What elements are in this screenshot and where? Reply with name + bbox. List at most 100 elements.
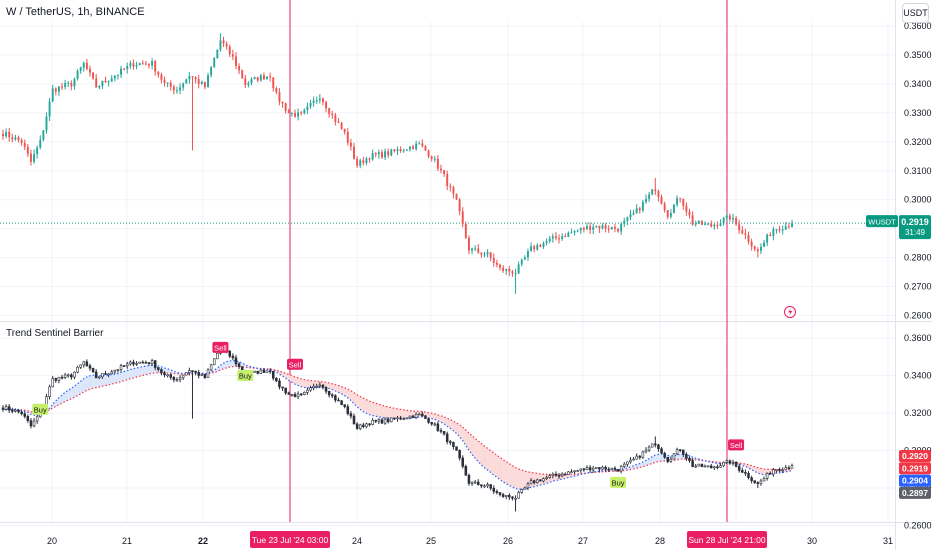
candle-body <box>188 76 190 79</box>
candle-body <box>170 83 172 87</box>
candle-body <box>328 108 330 114</box>
candle-body <box>387 151 389 155</box>
candle-body <box>362 160 364 163</box>
sell-signal: Sell <box>212 342 228 353</box>
candle-body <box>198 79 200 84</box>
candle-body <box>667 210 669 217</box>
candle-body <box>456 194 458 200</box>
ind-candle-body <box>785 468 787 470</box>
candle-body <box>409 146 411 149</box>
candle-body <box>744 233 746 235</box>
ind-candle-body <box>201 374 203 375</box>
candle-body <box>689 212 691 216</box>
band-fill <box>115 373 118 383</box>
ind-candle-body <box>77 367 79 372</box>
band-fill <box>149 365 152 374</box>
candle-body <box>707 224 709 225</box>
ind-candle-body <box>170 375 172 378</box>
ind-candle-body <box>558 475 560 476</box>
candle-body <box>462 211 464 224</box>
candle-body <box>468 238 470 251</box>
candle-body <box>645 199 647 202</box>
candle-body <box>247 83 249 85</box>
candle-body <box>676 198 678 205</box>
ind-candle-body <box>605 467 607 469</box>
candle-body <box>499 265 501 268</box>
ind-candle-body <box>266 371 268 373</box>
ind-candle-body <box>772 470 774 474</box>
ind-candle-body <box>648 447 650 450</box>
ind-candle-body <box>235 358 237 364</box>
ind-candle-body <box>310 388 312 390</box>
last-value-label: 0.2920 <box>902 451 928 461</box>
candle-body <box>757 249 759 251</box>
candle-body <box>154 61 156 72</box>
ind-candle-body <box>692 461 694 467</box>
time-marker-label: Sun 28 Jul '24 21:00 <box>688 535 766 545</box>
ind-candle-body <box>359 425 361 429</box>
band-fill <box>382 405 385 417</box>
ind-candle-body <box>546 477 548 478</box>
ind-candle-body <box>769 473 771 474</box>
band-fill <box>121 372 124 382</box>
ind-candle-body <box>142 362 144 363</box>
ind-candle-body <box>754 481 756 483</box>
candle-body <box>484 254 486 255</box>
ind-candle-body <box>70 375 72 377</box>
candle-body <box>424 146 426 150</box>
band-fill <box>488 448 491 472</box>
ind-candle-body <box>720 466 722 468</box>
candle-body <box>105 81 107 82</box>
ind-candle-body <box>521 489 523 492</box>
candle-body <box>129 63 131 66</box>
candle-body <box>294 113 296 117</box>
ind-candle-body <box>704 466 706 467</box>
ind-candle-body <box>738 466 740 470</box>
ind-candle-body <box>452 442 454 446</box>
ind-candle-body <box>409 416 411 418</box>
indicator-name[interactable]: Trend Sentinel Barrier <box>6 328 103 339</box>
ind-candle-body <box>390 418 392 422</box>
candle-body <box>748 235 750 242</box>
candle-body <box>415 144 417 149</box>
ind-candle-body <box>543 479 545 481</box>
ind-candle-body <box>210 365 212 370</box>
ind-candle-body <box>428 419 430 423</box>
unit-button[interactable]: USDT <box>902 3 929 23</box>
ind-candle-body <box>437 424 439 431</box>
candle-body <box>139 63 141 65</box>
candle-body <box>589 226 591 230</box>
ind-candle-body <box>776 470 778 471</box>
ind-candle-body <box>393 418 395 419</box>
ind-candle-body <box>415 414 417 417</box>
ind-candle-body <box>306 390 308 392</box>
band-fill <box>500 457 503 481</box>
candle-body <box>325 102 327 108</box>
ind-candle-body <box>493 488 495 491</box>
ind-candle-body <box>179 378 181 380</box>
candle-body <box>418 143 420 144</box>
band-fill <box>133 368 136 378</box>
ind-candle-body <box>477 482 479 485</box>
ind-candle-body <box>679 450 681 451</box>
ind-candle-body <box>58 377 60 380</box>
ind-candle-body <box>508 495 510 497</box>
candle-body <box>353 147 355 159</box>
ind-candle-body <box>269 371 271 372</box>
candle-body <box>626 217 628 220</box>
candle-body <box>403 150 405 151</box>
candle-body <box>316 100 318 101</box>
ind-candle-body <box>583 469 585 470</box>
ind-candle-body <box>378 420 380 421</box>
candle-body <box>741 230 743 233</box>
candle-body <box>101 81 103 86</box>
candle-body <box>347 132 349 143</box>
candle-body <box>310 103 312 107</box>
ind-candle-body <box>676 450 678 454</box>
candle-body <box>67 83 69 84</box>
candle-body <box>732 218 734 219</box>
ind-candle-body <box>617 469 619 471</box>
candle-body <box>167 83 169 84</box>
